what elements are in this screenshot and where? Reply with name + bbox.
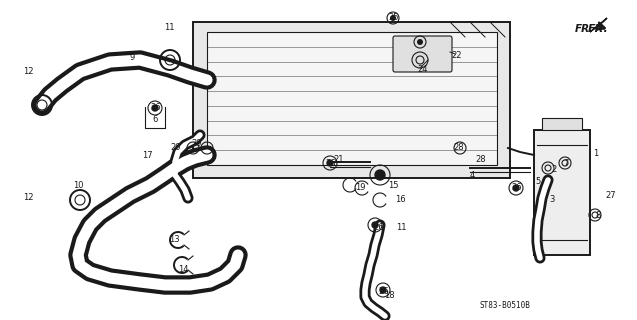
Text: 10: 10: [73, 180, 83, 189]
Text: 26: 26: [378, 287, 389, 297]
Bar: [193, 22, 510, 178]
Text: FR.: FR.: [588, 24, 609, 34]
Text: 16: 16: [395, 196, 405, 204]
Text: 21: 21: [334, 156, 344, 164]
Text: 28: 28: [476, 156, 486, 164]
Text: 11: 11: [396, 223, 406, 233]
Text: 1: 1: [594, 148, 599, 157]
Text: 27: 27: [606, 190, 617, 199]
Text: 26: 26: [326, 158, 336, 167]
Text: 13: 13: [169, 236, 179, 244]
Bar: [534, 130, 590, 255]
Text: 2: 2: [552, 165, 557, 174]
Text: 3: 3: [549, 196, 555, 204]
Circle shape: [375, 170, 385, 180]
Bar: [207, 32, 497, 165]
Circle shape: [372, 222, 378, 228]
Text: 11: 11: [164, 22, 175, 31]
Circle shape: [417, 39, 423, 45]
Circle shape: [390, 15, 396, 21]
Text: 22: 22: [452, 51, 462, 60]
Text: 18: 18: [383, 291, 394, 300]
Text: 25: 25: [389, 13, 399, 22]
Text: 19: 19: [355, 183, 365, 193]
Polygon shape: [590, 18, 607, 32]
Text: 28: 28: [454, 143, 464, 153]
Text: 26: 26: [374, 223, 384, 233]
Text: 24: 24: [418, 66, 428, 75]
Text: 8: 8: [596, 211, 601, 220]
Circle shape: [380, 287, 386, 293]
Text: 15: 15: [388, 180, 398, 189]
Text: 14: 14: [178, 266, 189, 275]
Text: 23: 23: [376, 171, 386, 180]
Text: 9: 9: [129, 53, 134, 62]
Circle shape: [513, 185, 519, 191]
Circle shape: [327, 160, 333, 166]
Text: 7: 7: [563, 158, 569, 167]
FancyBboxPatch shape: [393, 36, 452, 72]
Text: 6: 6: [152, 116, 158, 124]
Bar: [542, 118, 582, 130]
Text: 4: 4: [469, 171, 475, 180]
Text: 29: 29: [192, 139, 203, 148]
Circle shape: [152, 105, 158, 111]
Text: 12: 12: [23, 194, 33, 203]
Text: 26: 26: [512, 183, 522, 193]
Text: 26: 26: [151, 103, 161, 113]
Text: ST83-B0510B: ST83-B0510B: [480, 301, 531, 310]
Text: 5: 5: [535, 178, 541, 187]
Text: 20: 20: [171, 143, 182, 153]
Text: 17: 17: [141, 150, 152, 159]
Text: 12: 12: [23, 68, 33, 76]
Text: FR.: FR.: [575, 24, 594, 34]
